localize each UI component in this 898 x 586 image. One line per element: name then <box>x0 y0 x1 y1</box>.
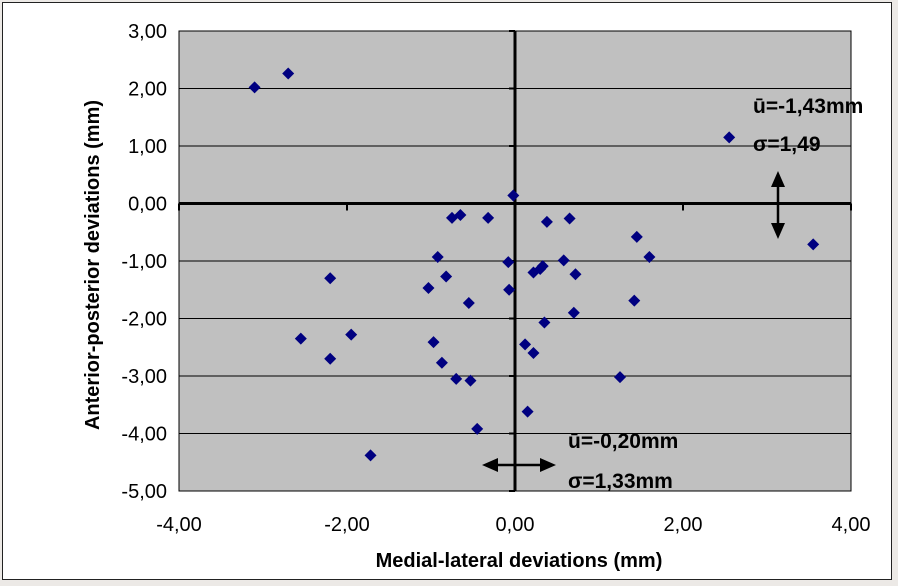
ml-mean-annotation: ū=-0,20mm <box>568 430 678 453</box>
data-point <box>471 422 484 435</box>
y-tick-label: -1,00 <box>121 251 167 273</box>
data-point <box>563 212 576 225</box>
data-point <box>462 296 475 309</box>
ml-deviation-arrow <box>482 458 556 472</box>
data-point <box>569 268 582 281</box>
data-point <box>248 81 261 94</box>
ap-deviation-arrow <box>771 171 785 239</box>
y-tick-label: -3,00 <box>121 366 167 388</box>
y-tick-label: 0,00 <box>128 194 167 216</box>
data-point <box>294 332 307 345</box>
data-point <box>435 356 448 369</box>
axes <box>178 30 852 492</box>
ap-sigma-annotation: σ=1,49 <box>753 133 821 156</box>
data-point <box>454 209 467 221</box>
y-tick-label: 1,00 <box>128 136 167 158</box>
data-point <box>482 211 495 224</box>
x-tick-label: 4,00 <box>832 514 871 536</box>
data-point <box>540 215 553 228</box>
y-tick-label: -4,00 <box>121 424 167 446</box>
data-point <box>521 405 534 418</box>
data-point <box>507 189 520 202</box>
data-points <box>248 67 820 462</box>
y-tick-label: 3,00 <box>128 21 167 43</box>
data-point <box>723 131 736 144</box>
data-point <box>502 256 515 269</box>
x-tick-label: 2,00 <box>664 514 703 536</box>
data-point <box>536 260 549 273</box>
data-point <box>807 238 820 251</box>
x-tick-label: -4,00 <box>156 514 202 536</box>
data-point <box>345 328 358 341</box>
data-point <box>538 316 551 329</box>
data-point <box>628 294 641 307</box>
data-point <box>503 283 516 296</box>
data-point <box>527 347 540 359</box>
data-point <box>324 272 337 285</box>
chart-frame: 3,00 2,00 1,00 0,00 -1,00 -2,00 -3,00 -4,00 -5,0… <box>2 2 892 580</box>
data-point <box>431 250 444 263</box>
x-tick-label: -2,00 <box>324 514 370 536</box>
x-tick-label: 0,00 <box>496 514 535 536</box>
x-tick-labels: -4,00 -2,00 0,00 2,00 4,00 <box>156 514 870 536</box>
data-point <box>643 250 656 263</box>
y-tick-label: 2,00 <box>128 79 167 101</box>
data-point <box>614 371 626 384</box>
data-point <box>450 372 463 385</box>
scatter-chart: 3,00 2,00 1,00 0,00 -1,00 -2,00 -3,00 -4,00 -5,0… <box>82 21 870 572</box>
data-point <box>440 270 453 283</box>
data-point <box>324 352 337 365</box>
ap-mean-annotation: ū=-1,43mm <box>753 95 863 118</box>
y-tick-label: -2,00 <box>121 309 167 331</box>
y-axis-title: Anterior-posterior deviations (mm) <box>82 100 104 430</box>
data-point <box>567 306 580 319</box>
data-point <box>422 282 435 295</box>
x-axis-title: Medial-lateral deviations (mm) <box>376 550 663 572</box>
data-point <box>464 374 477 387</box>
data-point <box>427 336 440 349</box>
data-point <box>364 449 377 462</box>
data-point <box>282 67 295 80</box>
ml-sigma-annotation: σ=1,33mm <box>568 470 673 493</box>
y-tick-label: -5,00 <box>121 481 167 503</box>
data-point <box>519 338 532 351</box>
y-tick-labels: 3,00 2,00 1,00 0,00 -1,00 -2,00 -3,00 -4,00 -5,0… <box>121 21 167 503</box>
data-point <box>630 230 643 243</box>
